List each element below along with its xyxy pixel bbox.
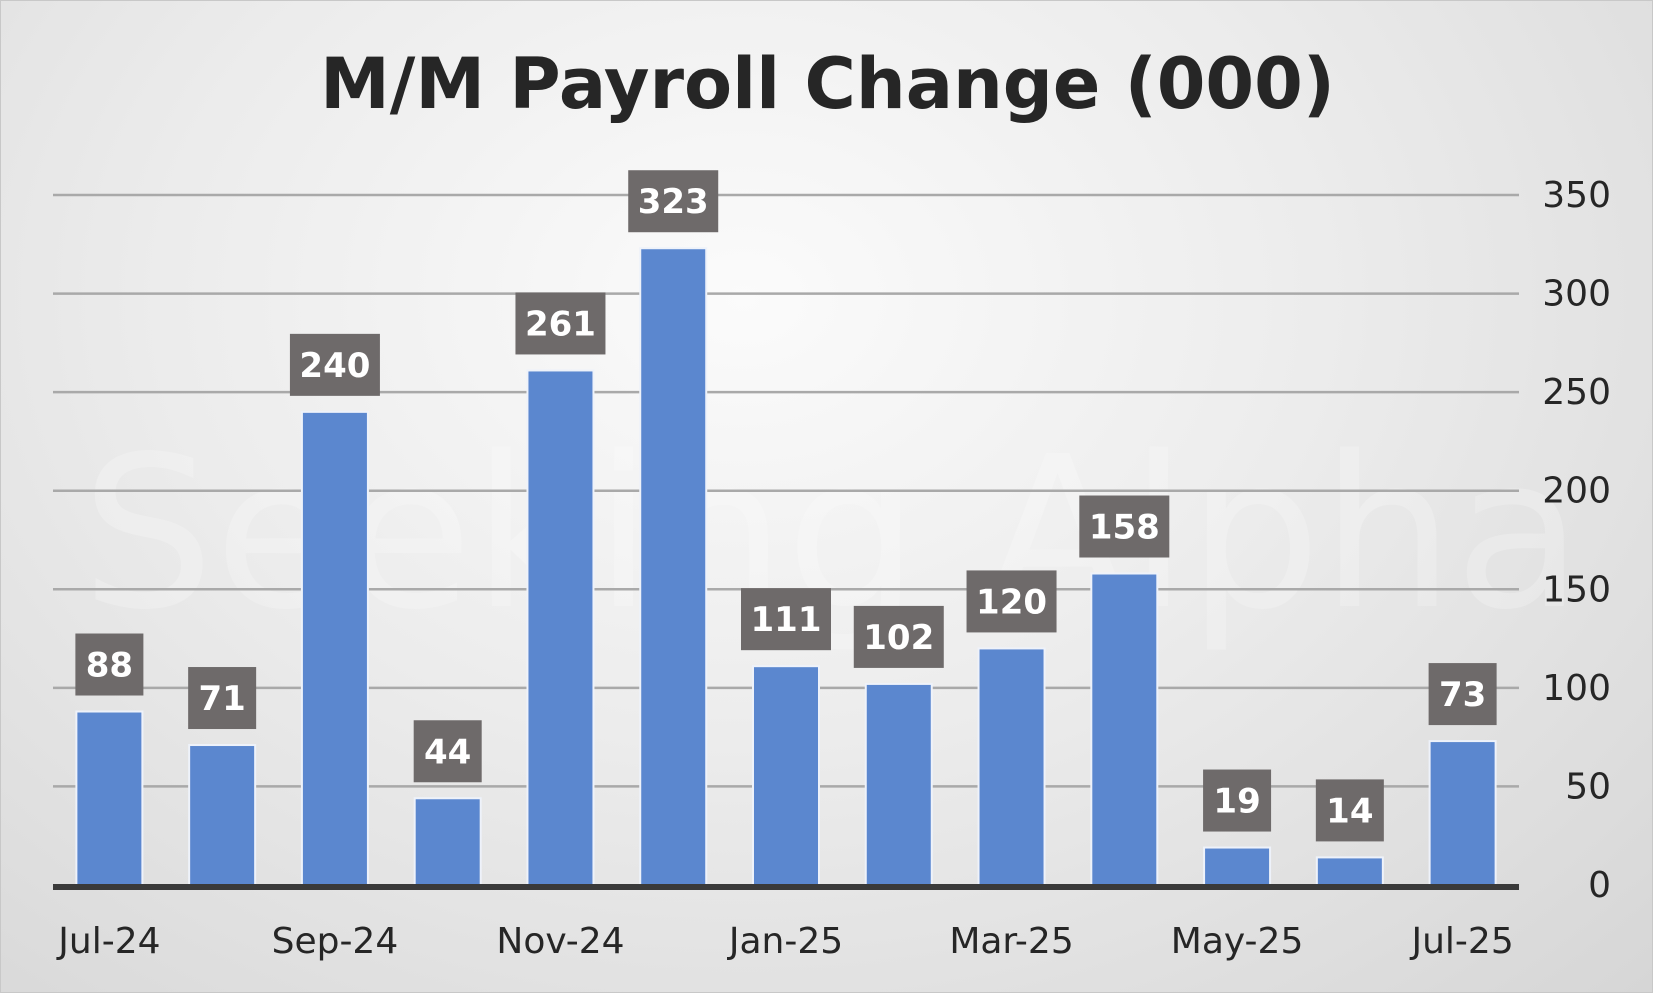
- y-tick-label: 300: [1542, 274, 1611, 315]
- data-label: 73: [1439, 675, 1486, 715]
- data-label: 14: [1326, 791, 1373, 831]
- bar: [1203, 846, 1272, 886]
- bar: [1428, 740, 1497, 886]
- data-labels: 88 71 240 44 261 323 111 102 120 158 19 14 73: [75, 170, 1497, 842]
- data-label: 261: [525, 304, 596, 344]
- y-tick-label: 150: [1542, 569, 1611, 610]
- data-label-box: [75, 633, 144, 696]
- data-label: 19: [1213, 782, 1260, 822]
- y-tick-label: 250: [1542, 372, 1611, 413]
- data-label-box: [1079, 495, 1170, 558]
- data-label: 323: [638, 182, 709, 222]
- bar: [864, 682, 933, 887]
- y-tick-label: 100: [1542, 668, 1611, 709]
- x-tick-label: Sep-24: [272, 921, 399, 962]
- data-label: 102: [863, 618, 934, 658]
- y-tick-label: 350: [1542, 175, 1611, 216]
- x-tick-label: Mar-25: [949, 921, 1073, 962]
- data-label-box: [1315, 779, 1384, 842]
- data-label-box: [966, 570, 1057, 633]
- data-label-box: [188, 667, 257, 730]
- data-label-box: [413, 720, 482, 783]
- bar: [1090, 572, 1159, 886]
- bar: [413, 797, 482, 886]
- x-tick-label: May-25: [1171, 921, 1304, 962]
- data-label-box: [1428, 663, 1497, 726]
- y-tick-label: 200: [1542, 471, 1611, 512]
- axes: 0 50 100 150 200 250 300 350 Jul-24 Sep-24 Nov-24 J…: [53, 175, 1611, 962]
- bar: [526, 369, 595, 886]
- data-label-box: [628, 170, 719, 233]
- y-tick-label: 0: [1588, 865, 1611, 906]
- data-label: 71: [198, 679, 245, 719]
- data-label: 158: [1089, 508, 1160, 548]
- bar: [300, 410, 369, 886]
- x-tick-label: Jul-24: [56, 921, 160, 962]
- data-label-box: [289, 333, 380, 396]
- chart-title: M/M Payroll Change (000): [320, 43, 1335, 125]
- data-label-box: [853, 605, 944, 668]
- bar: [188, 744, 257, 886]
- bar: [752, 665, 820, 887]
- bar: [977, 647, 1046, 887]
- data-label-box: [1203, 769, 1272, 832]
- bar: [639, 247, 708, 886]
- x-tick-label: Nov-24: [496, 921, 624, 962]
- data-label: 120: [976, 582, 1047, 622]
- data-label: 240: [299, 346, 370, 386]
- x-tick-label: Jan-25: [727, 921, 843, 962]
- data-label: 88: [86, 646, 133, 686]
- bar: [75, 710, 144, 886]
- x-tick-label: Jul-25: [1409, 921, 1513, 962]
- y-tick-label: 50: [1565, 766, 1611, 807]
- data-label-box: [515, 292, 606, 355]
- data-label-box: [741, 588, 831, 651]
- data-label: 44: [424, 732, 471, 772]
- bar: [1315, 856, 1384, 887]
- data-label: 111: [751, 600, 822, 640]
